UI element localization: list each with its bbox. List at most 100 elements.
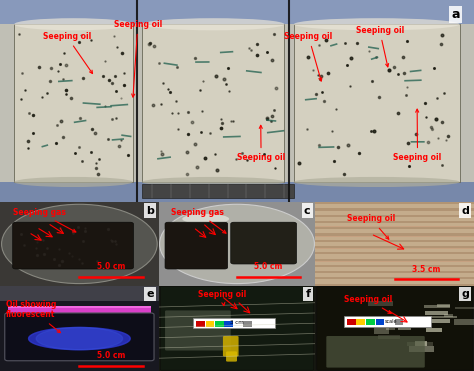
Bar xyxy=(445,314,453,317)
Bar xyxy=(315,269,474,271)
Bar xyxy=(315,255,474,256)
Text: scale: scale xyxy=(385,319,398,324)
Bar xyxy=(315,283,474,286)
Bar xyxy=(315,219,474,221)
Bar xyxy=(196,321,205,326)
Bar xyxy=(315,213,474,215)
Bar xyxy=(315,271,474,273)
Bar xyxy=(315,275,474,278)
Bar xyxy=(315,238,474,240)
FancyBboxPatch shape xyxy=(160,286,314,370)
Bar xyxy=(378,335,400,339)
Text: Seeping oil: Seeping oil xyxy=(43,32,92,73)
Bar xyxy=(385,319,394,325)
Text: Seeping oil: Seeping oil xyxy=(344,295,392,313)
Bar xyxy=(0,286,159,301)
Bar xyxy=(437,304,450,307)
Bar xyxy=(315,223,474,225)
Bar xyxy=(315,242,474,244)
FancyBboxPatch shape xyxy=(226,351,237,362)
Bar xyxy=(315,210,474,213)
Ellipse shape xyxy=(142,177,284,187)
Text: Seeping oil: Seeping oil xyxy=(284,32,333,81)
Text: Seeping oil: Seeping oil xyxy=(198,290,246,306)
Text: Seeping gas: Seeping gas xyxy=(171,208,226,233)
Ellipse shape xyxy=(14,177,133,187)
Bar xyxy=(315,217,474,219)
Bar xyxy=(315,282,474,283)
Bar xyxy=(315,202,474,204)
Bar xyxy=(406,323,418,326)
Text: g: g xyxy=(461,289,469,299)
FancyBboxPatch shape xyxy=(165,222,228,269)
Bar xyxy=(356,319,365,325)
Bar xyxy=(315,215,474,217)
Bar xyxy=(234,321,243,326)
Bar xyxy=(386,328,395,330)
Bar xyxy=(315,273,474,275)
Bar xyxy=(315,279,474,282)
Bar xyxy=(315,248,474,250)
Bar xyxy=(193,318,274,328)
Text: Seeping oil: Seeping oil xyxy=(393,109,442,162)
Bar xyxy=(315,250,474,252)
Bar xyxy=(315,260,474,263)
Bar xyxy=(455,319,474,325)
Bar xyxy=(315,225,474,227)
Bar xyxy=(374,321,383,325)
Bar xyxy=(425,311,447,315)
Bar xyxy=(315,252,474,255)
Bar xyxy=(315,206,474,209)
Ellipse shape xyxy=(182,214,229,224)
Bar xyxy=(315,236,474,238)
Bar xyxy=(8,306,151,313)
FancyBboxPatch shape xyxy=(317,286,473,370)
Bar xyxy=(424,305,450,308)
Text: a: a xyxy=(451,8,460,21)
Polygon shape xyxy=(36,328,123,349)
FancyBboxPatch shape xyxy=(13,222,133,269)
Bar xyxy=(215,321,224,326)
Bar xyxy=(315,265,474,267)
FancyBboxPatch shape xyxy=(326,336,425,368)
Polygon shape xyxy=(28,328,130,349)
Text: f: f xyxy=(306,289,310,299)
Text: b: b xyxy=(146,206,154,216)
Bar xyxy=(344,316,431,326)
Text: 3.5 cm: 3.5 cm xyxy=(412,265,440,274)
Text: d: d xyxy=(461,206,469,216)
Text: Seeping oil: Seeping oil xyxy=(356,26,404,67)
Bar xyxy=(415,341,428,345)
Bar xyxy=(315,221,474,223)
Bar xyxy=(294,24,460,182)
Text: e: e xyxy=(146,289,154,299)
Bar xyxy=(243,321,252,326)
Text: Oil showing
fluorescent: Oil showing fluorescent xyxy=(6,300,60,333)
Bar xyxy=(394,319,403,325)
Ellipse shape xyxy=(160,204,314,283)
Bar xyxy=(375,319,384,325)
Bar xyxy=(0,0,474,24)
Bar xyxy=(407,342,433,347)
Bar xyxy=(315,229,474,232)
Text: Seeping gas: Seeping gas xyxy=(13,208,76,232)
Bar xyxy=(381,320,401,324)
Ellipse shape xyxy=(294,177,460,187)
Bar xyxy=(347,319,356,325)
Bar xyxy=(315,277,474,279)
Bar xyxy=(315,244,474,246)
Text: 5.0 cm: 5.0 cm xyxy=(97,351,125,360)
Bar xyxy=(456,307,474,309)
Ellipse shape xyxy=(14,18,133,30)
FancyBboxPatch shape xyxy=(231,222,296,264)
Polygon shape xyxy=(28,328,130,349)
Bar xyxy=(14,24,133,182)
FancyBboxPatch shape xyxy=(5,313,154,361)
Bar xyxy=(410,347,434,352)
Bar xyxy=(315,267,474,269)
Ellipse shape xyxy=(1,204,157,283)
Bar xyxy=(8,306,151,308)
Text: Seeping oil: Seeping oil xyxy=(347,214,395,239)
Bar xyxy=(366,319,375,325)
Bar xyxy=(315,232,474,233)
